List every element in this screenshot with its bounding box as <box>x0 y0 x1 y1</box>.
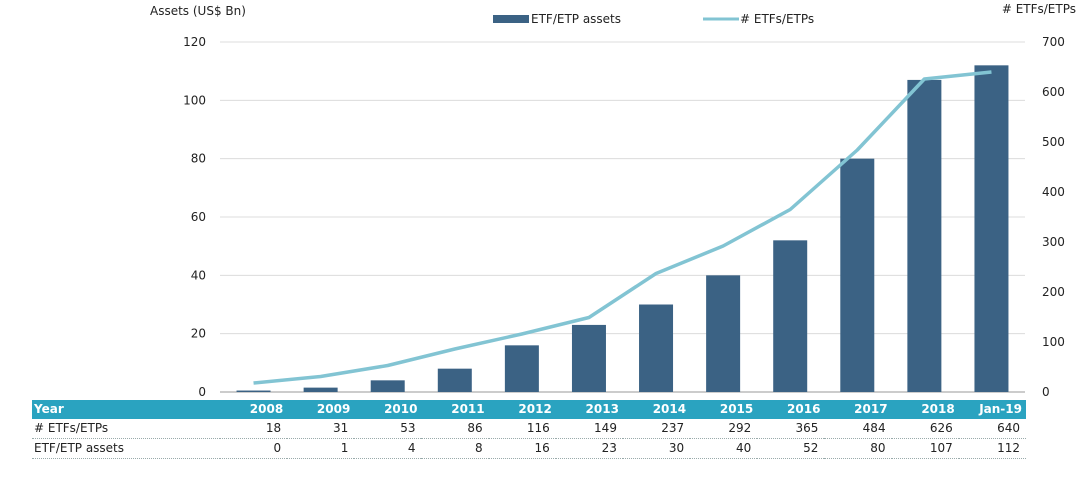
table-cell: 52 <box>757 438 825 459</box>
table-header-cell: 2010 <box>384 402 418 416</box>
right-tick-label: 700 <box>1042 35 1065 49</box>
table-cell: 18 <box>220 419 288 439</box>
table-cell: 116 <box>488 419 556 439</box>
table-cell: 53 <box>354 419 422 439</box>
table-header-cell: 2018 <box>921 402 955 416</box>
bar-2011 <box>437 368 472 392</box>
bar-series-assets <box>236 65 1009 393</box>
table-cell: 30 <box>622 438 691 459</box>
left-tick-label: 120 <box>183 35 206 49</box>
data-table: Year 2008 2009 2010 2011 2012 2013 2014 2015 201… <box>32 400 1026 459</box>
legend: ETF/ETP assets # ETFs/ETPs <box>493 12 814 26</box>
right-axis-title: # ETFs/ETPs <box>1002 2 1076 16</box>
table-row: ETF/ETP assets 0 1 4 8 16 23 30 40 52 80 107 112 <box>32 438 1026 459</box>
table-row-label: # ETFs/ETPs <box>32 419 221 439</box>
table-header-row: Year 2008 2009 2010 2011 2012 2013 2014 2015 201… <box>32 400 1026 419</box>
table-header-cell: 2014 <box>652 402 687 416</box>
table-cell: 23 <box>555 438 623 459</box>
line-series-count <box>253 70 992 385</box>
table-cell: 149 <box>555 419 623 439</box>
table-header-cell: 2016 <box>787 402 821 416</box>
left-tick-label: 80 <box>191 152 206 166</box>
count-line <box>253 70 992 385</box>
table-cell: 107 <box>891 438 959 459</box>
bar-Jan-19 <box>974 65 1009 392</box>
legend-label-count: # ETFs/ETPs <box>740 12 814 26</box>
table-cell: 16 <box>488 438 556 459</box>
table-cell: 40 <box>690 438 758 459</box>
right-tick-label: 200 <box>1042 285 1065 299</box>
right-tick-label: 100 <box>1042 335 1065 349</box>
bar-2012 <box>504 345 539 392</box>
bar-2017 <box>840 158 875 392</box>
right-tick-label: 600 <box>1042 85 1065 99</box>
table-cell: 640 <box>958 419 1026 439</box>
table-cell: 1 <box>287 438 355 459</box>
left-tick-label: 100 <box>183 93 206 107</box>
legend-swatch-assets <box>493 15 529 23</box>
bar-2008 <box>236 390 271 392</box>
left-axis-title: Assets (US$ Bn) <box>150 4 246 18</box>
table-cell: 292 <box>690 419 758 439</box>
bar-2015 <box>706 275 741 392</box>
right-tick-label: 500 <box>1042 135 1065 149</box>
table-header-cell: 2008 <box>249 402 284 416</box>
table-header-cell: 2017 <box>854 402 888 416</box>
table-header-year: Year <box>34 402 64 416</box>
left-tick-label: 60 <box>191 210 206 224</box>
table-cell: 8 <box>421 438 489 459</box>
table-cell: 80 <box>824 438 892 459</box>
left-tick-label: 40 <box>191 268 206 282</box>
right-axis-ticks: 0 100 200 300 400 500 600 700 <box>1042 35 1065 399</box>
table-cell: 86 <box>421 419 489 439</box>
left-axis-ticks: 0 20 40 60 80 100 120 <box>183 35 206 399</box>
right-tick-label: 0 <box>1042 385 1050 399</box>
left-tick-label: 20 <box>191 327 206 341</box>
right-tick-label: 300 <box>1042 235 1065 249</box>
table-body: # ETFs/ETPs 18 31 53 86 116 149 237 292 365 484 626… <box>32 419 1026 459</box>
table-row-label: ETF/ETP assets <box>32 438 221 459</box>
table-cell: 112 <box>958 438 1026 459</box>
table-cell: 365 <box>757 419 825 439</box>
table-cell: 484 <box>824 419 892 439</box>
bar-2013 <box>571 324 606 392</box>
bar-2016 <box>773 240 808 392</box>
table-header-cell: 2012 <box>518 402 552 416</box>
table-cell: 4 <box>354 438 422 459</box>
left-tick-label: 0 <box>198 385 206 399</box>
table-header-cell: 2009 <box>316 402 351 416</box>
table-header-cell: 2015 <box>719 402 754 416</box>
table-cell: 0 <box>220 438 288 459</box>
table-header-cell: 2011 <box>451 402 485 416</box>
table-row: # ETFs/ETPs 18 31 53 86 116 149 237 292 365 484 626… <box>32 419 1026 439</box>
table-cell: 31 <box>287 419 355 439</box>
gridlines <box>220 41 1025 393</box>
legend-label-assets: ETF/ETP assets <box>531 12 621 26</box>
right-tick-label: 400 <box>1042 185 1065 199</box>
table-cell: 626 <box>891 419 959 439</box>
table-header-cell: Jan-19 <box>979 402 1022 416</box>
table-cell: 237 <box>622 419 691 439</box>
bar-2018 <box>907 79 942 393</box>
bar-2010 <box>370 380 405 392</box>
table-header-cell: 2013 <box>585 402 619 416</box>
bar-2009 <box>303 387 338 392</box>
combo-chart: 0 20 40 60 80 100 120 0 100 200 300 400 500 600 700 A… <box>150 2 1076 399</box>
bar-2014 <box>639 304 674 392</box>
